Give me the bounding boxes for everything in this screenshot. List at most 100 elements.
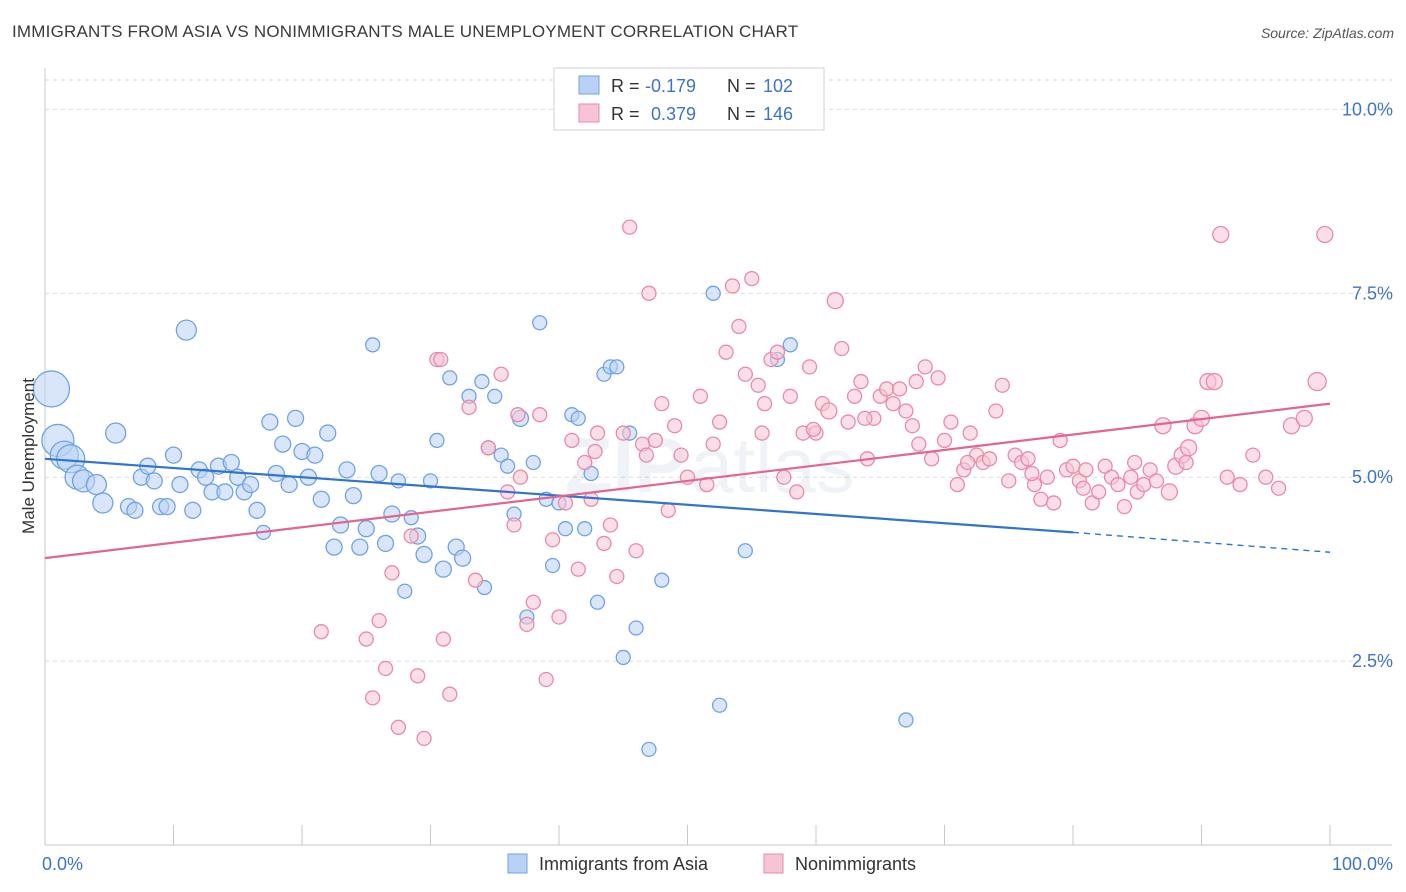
point-nonimmigrant: [1316, 225, 1334, 244]
point-nonimmigrant: [754, 425, 770, 441]
point-nonimmigrant: [949, 476, 965, 493]
point-asia: [782, 337, 798, 353]
y-tick-label: 7.5%: [1352, 283, 1393, 303]
point-nonimmigrant: [660, 502, 676, 518]
point-nonimmigrant: [718, 344, 734, 360]
point-nonimmigrant: [692, 388, 708, 404]
point-nonimmigrant: [750, 377, 766, 393]
point-asia: [376, 534, 395, 553]
point-asia: [654, 572, 670, 588]
point-asia: [609, 359, 625, 375]
point-asia: [319, 424, 337, 442]
point-nonimmigrant: [789, 484, 805, 500]
point-nonimmigrant: [820, 402, 838, 420]
x-tick-label: 100.0%: [1332, 854, 1393, 874]
point-nonimmigrant: [628, 543, 644, 559]
point-asia: [175, 319, 198, 341]
point-nonimmigrant: [711, 414, 728, 430]
point-nonimmigrant: [641, 285, 657, 301]
point-nonimmigrant: [782, 388, 798, 404]
point-nonimmigrant: [737, 366, 753, 382]
point-nonimmigrant: [930, 370, 946, 386]
stats-swatch-blue: [578, 75, 600, 95]
point-asia: [85, 473, 108, 496]
point-asia: [365, 337, 381, 353]
point-asia: [589, 594, 606, 610]
point-nonimmigrant: [1046, 495, 1062, 511]
point-nonimmigrant: [461, 399, 477, 415]
point-nonimmigrant: [1110, 476, 1126, 493]
point-nonimmigrant: [1212, 225, 1230, 244]
point-asia: [499, 458, 516, 474]
point-asia: [222, 453, 240, 472]
point-nonimmigrant: [538, 671, 554, 688]
point-asia: [261, 413, 279, 431]
point-nonimmigrant: [358, 631, 374, 647]
point-nonimmigrant: [936, 432, 953, 449]
point-asia: [338, 461, 356, 479]
legend-swatch-asia: [507, 853, 528, 874]
point-nonimmigrant: [365, 690, 381, 706]
point-asia: [429, 432, 445, 449]
point-asia: [306, 446, 324, 464]
point-nonimmigrant: [1307, 371, 1327, 392]
point-asia: [274, 435, 292, 453]
point-nonimmigrant: [724, 278, 741, 294]
point-nonimmigrant: [589, 425, 606, 441]
point-nonimmigrant: [840, 414, 856, 430]
stats-n-label-blue: N =: [727, 76, 756, 96]
point-asia: [705, 285, 721, 301]
point-nonimmigrant: [1160, 483, 1179, 501]
watermark-atlas: atlas: [690, 421, 855, 509]
stats-r-label-blue: R =: [611, 76, 640, 96]
point-nonimmigrant: [506, 517, 522, 533]
point-nonimmigrant: [994, 377, 1010, 393]
stats-swatch-pink: [578, 103, 600, 123]
point-nonimmigrant: [988, 403, 1004, 419]
point-nonimmigrant: [384, 565, 400, 581]
point-nonimmigrant: [1001, 473, 1017, 489]
stats-n-value-blue: 102: [763, 76, 793, 96]
point-nonimmigrant: [1127, 454, 1143, 471]
point-nonimmigrant: [885, 396, 901, 412]
stats-legend: R = -0.179 N = 102 R = 0.379 N = 146: [553, 67, 825, 131]
point-asia: [241, 475, 260, 494]
point-asia: [442, 370, 458, 386]
point-asia: [415, 545, 433, 564]
point-asia: [164, 446, 183, 464]
point-nonimmigrant: [1178, 454, 1194, 471]
point-nonimmigrant: [433, 351, 449, 368]
point-nonimmigrant: [962, 425, 978, 441]
point-nonimmigrant: [544, 532, 561, 548]
point-asia: [171, 475, 189, 494]
legend-label-nonimmigrants: Nonimmigrants: [795, 854, 916, 874]
point-asia: [434, 560, 453, 578]
data-points: [32, 219, 1334, 758]
point-nonimmigrant: [442, 686, 458, 702]
point-nonimmigrant: [1232, 476, 1248, 493]
point-nonimmigrant: [587, 443, 603, 460]
point-nonimmigrant: [602, 517, 619, 533]
point-nonimmigrant: [532, 407, 548, 423]
point-asia: [390, 473, 407, 489]
stats-r-label-pink: R =: [611, 104, 640, 124]
point-nonimmigrant: [390, 719, 407, 735]
point-nonimmigrant: [409, 668, 426, 684]
point-nonimmigrant: [908, 373, 924, 390]
point-nonimmigrant: [1205, 372, 1223, 391]
point-asia: [370, 464, 388, 483]
point-nonimmigrant: [557, 495, 574, 511]
point-nonimmigrant: [512, 469, 529, 485]
point-nonimmigrant: [1154, 417, 1172, 435]
point-asia: [32, 370, 71, 408]
point-nonimmigrant: [1180, 439, 1198, 457]
point-nonimmigrant: [371, 612, 387, 629]
point-nonimmigrant: [416, 730, 432, 746]
point-nonimmigrant: [654, 396, 670, 412]
point-asia: [737, 543, 753, 559]
point-asia: [126, 501, 144, 519]
point-nonimmigrant: [744, 270, 760, 287]
point-asia: [357, 520, 375, 538]
point-nonimmigrant: [638, 447, 655, 463]
tick-labels: 2.5% 5.0% 7.5% 10.0% 0.0% 100.0%: [42, 99, 1393, 874]
